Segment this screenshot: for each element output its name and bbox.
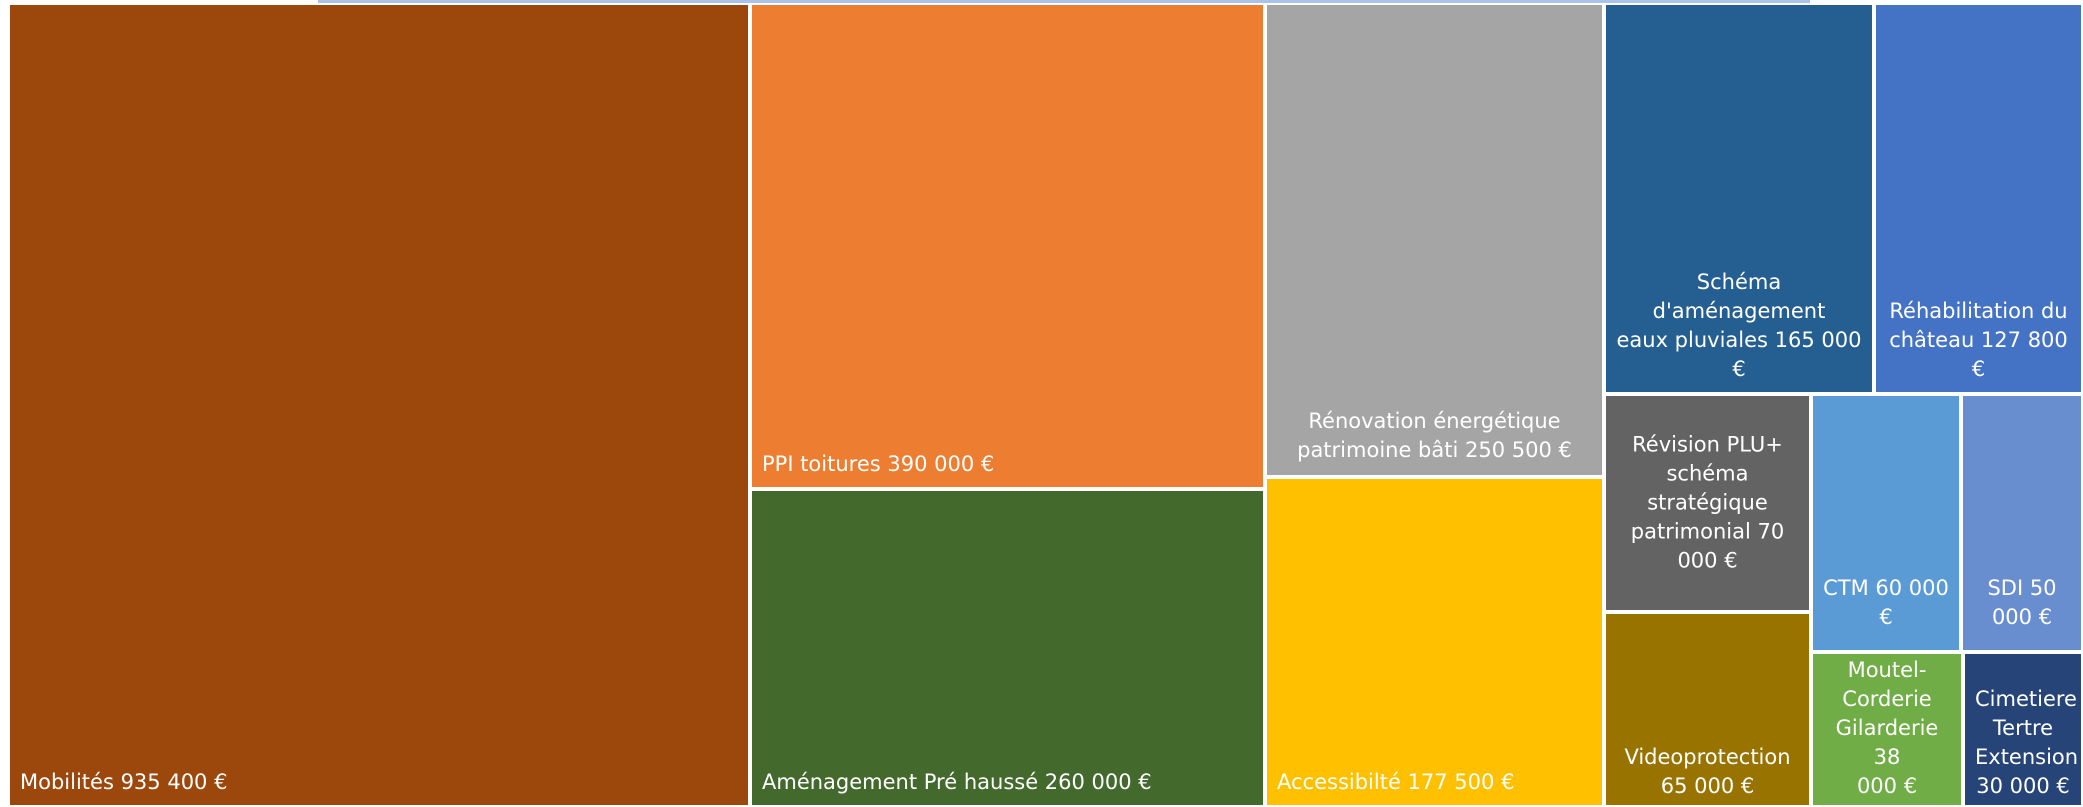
treemap-tile-rehabilitation-du-chateau: Réhabilitation du château 127 800 € [1874,3,2083,394]
treemap-label: Rénovation énergétique patrimoine bâti 2… [1297,409,1572,462]
treemap-label: Réhabilitation du château 127 800 € [1889,299,2068,381]
treemap-label: PPI toitures 390 000 € [762,452,995,476]
treemap-tile-renovation-energetique-patrimoine-bati: Rénovation énergétique patrimoine bâti 2… [1265,3,1604,477]
top-accent-band [318,0,1810,3]
treemap-label: Mobilités 935 400 € [20,770,228,794]
treemap-label: Aménagement Pré haussé 260 000 € [762,770,1152,794]
treemap-label: Cimetiere Tertre Extension 30 000 € [1975,687,2079,798]
treemap-tile-sdi: SDI 50 000 € [1961,394,2083,652]
treemap-label: Révision PLU+ schéma stratégique patrimo… [1630,432,1785,573]
treemap-tile-videoprotection: Videoprotection 65 000 € [1604,612,1811,807]
treemap-label: Videoprotection 65 000 € [1624,745,1791,798]
treemap-label: Schéma d'aménagement eaux pluviales 165 … [1616,270,1862,381]
treemap-tile-cimetiere-tertre-extension: Cimetiere Tertre Extension 30 000 € [1963,652,2083,807]
treemap-tile-accessibilte: Accessibilté 177 500 € [1265,477,1604,807]
treemap-label: Accessibilté 177 500 € [1277,770,1515,794]
treemap-tile-mobilites: Mobilités 935 400 € [8,3,750,807]
treemap-tile-ppi-toitures: PPI toitures 390 000 € [750,3,1265,489]
treemap-label: CTM 60 000 € [1823,576,1949,629]
treemap-tile-revision-plu-schema-strategique-patrimonial: Révision PLU+ schéma stratégique patrimo… [1604,394,1811,612]
treemap-tile-amenagement-pre-hausse: Aménagement Pré haussé 260 000 € [750,489,1265,807]
treemap-label: Moutel- Corderie Gilarderie 38 000 € [1835,658,1939,798]
treemap-tile-moutel-corderie-gilarderie: Moutel- Corderie Gilarderie 38 000 € [1811,652,1963,807]
treemap-label: SDI 50 000 € [1987,576,2057,629]
treemap-tile-ctm: CTM 60 000 € [1811,394,1961,652]
treemap-tile-schema-d-amenagement-eaux-pluviales: Schéma d'aménagement eaux pluviales 165 … [1604,3,1874,394]
